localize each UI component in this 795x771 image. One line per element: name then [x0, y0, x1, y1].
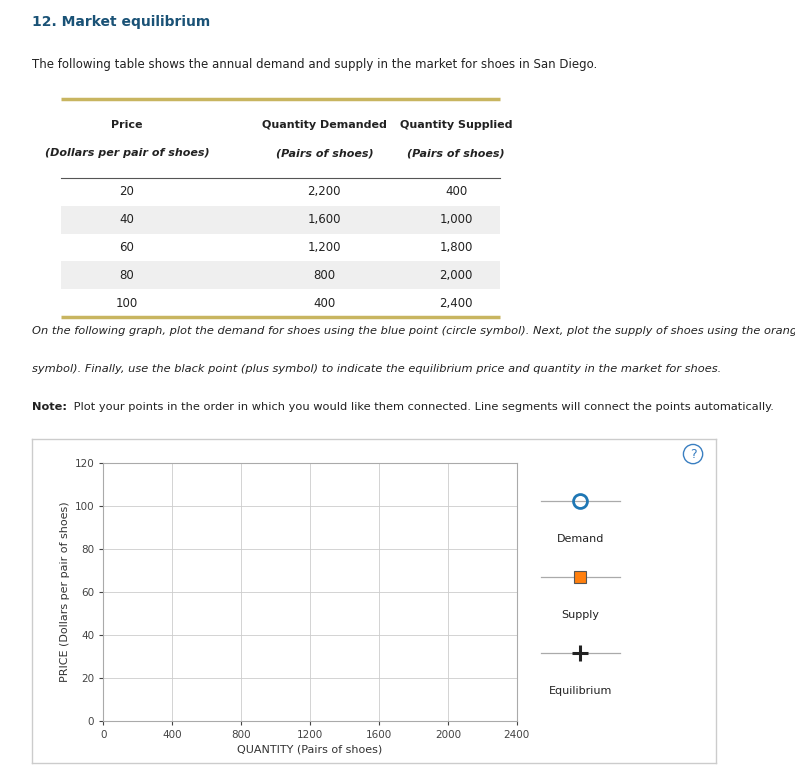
Text: (Pairs of shoes): (Pairs of shoes)	[276, 148, 373, 158]
FancyBboxPatch shape	[61, 206, 500, 234]
Text: Demand: Demand	[556, 534, 604, 544]
FancyBboxPatch shape	[61, 261, 500, 289]
Text: symbol). Finally, use the black point (plus symbol) to indicate the equilibrium : symbol). Finally, use the black point (p…	[32, 364, 721, 374]
Text: 40: 40	[119, 214, 134, 226]
Text: Plot your points in the order in which you would like them connected. Line segme: Plot your points in the order in which y…	[70, 402, 774, 412]
Text: 800: 800	[313, 269, 335, 281]
Text: Quantity Demanded: Quantity Demanded	[262, 120, 387, 130]
Text: 1,600: 1,600	[308, 214, 341, 226]
Text: Supply: Supply	[561, 610, 599, 620]
Text: On the following graph, plot the demand for shoes using the blue point (circle s: On the following graph, plot the demand …	[32, 326, 795, 336]
Text: 400: 400	[445, 186, 467, 198]
Text: 1,000: 1,000	[440, 214, 473, 226]
Text: Equilibrium: Equilibrium	[549, 686, 612, 696]
Y-axis label: PRICE (Dollars per pair of shoes): PRICE (Dollars per pair of shoes)	[60, 501, 71, 682]
Text: Quantity Supplied: Quantity Supplied	[400, 120, 512, 130]
Text: 400: 400	[313, 297, 335, 309]
Text: 20: 20	[119, 186, 134, 198]
Text: Price: Price	[111, 120, 142, 130]
Text: 80: 80	[119, 269, 134, 281]
Text: (Dollars per pair of shoes): (Dollars per pair of shoes)	[45, 148, 209, 158]
Text: The following table shows the annual demand and supply in the market for shoes i: The following table shows the annual dem…	[32, 58, 597, 71]
Text: 12. Market equilibrium: 12. Market equilibrium	[32, 15, 210, 29]
Text: 1,200: 1,200	[308, 241, 341, 254]
Text: ?: ?	[690, 447, 696, 460]
Text: (Pairs of shoes): (Pairs of shoes)	[407, 148, 505, 158]
Text: Note:: Note:	[32, 402, 67, 412]
Text: 2,000: 2,000	[440, 269, 473, 281]
Text: 2,400: 2,400	[440, 297, 473, 309]
Text: 2,200: 2,200	[308, 186, 341, 198]
Text: 100: 100	[116, 297, 138, 309]
X-axis label: QUANTITY (Pairs of shoes): QUANTITY (Pairs of shoes)	[238, 744, 382, 754]
Text: 1,800: 1,800	[440, 241, 473, 254]
Text: 60: 60	[119, 241, 134, 254]
